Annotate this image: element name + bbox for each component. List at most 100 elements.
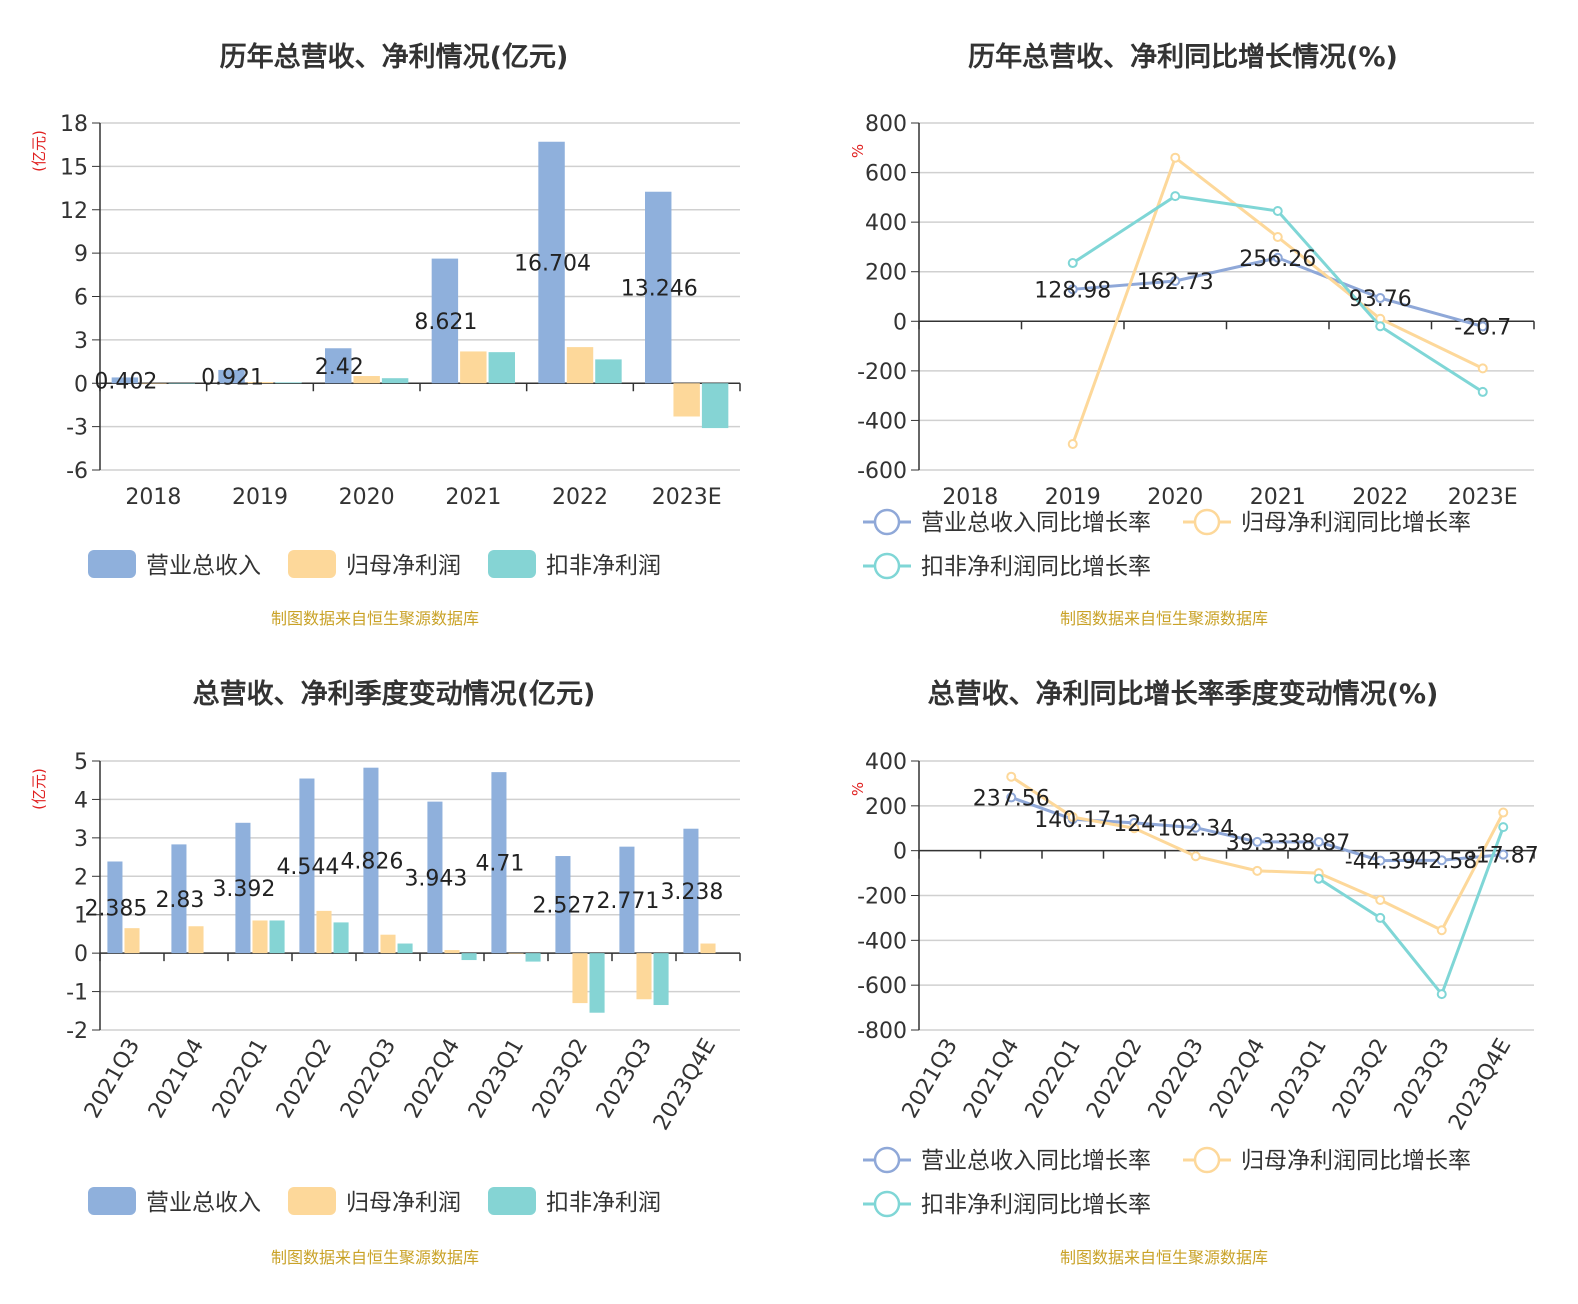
bar <box>460 351 487 384</box>
series-point <box>1129 823 1140 834</box>
bar-legend-swatch <box>488 1187 536 1215</box>
bar <box>218 369 245 384</box>
x-category-label: 2023E <box>652 485 722 510</box>
series-point <box>1498 822 1509 833</box>
legend-label: 营业总收入 <box>146 1190 261 1216</box>
series-point <box>1272 232 1283 243</box>
y-tick-label: 0 <box>74 372 88 397</box>
bar <box>188 926 204 954</box>
series-point <box>1436 855 1447 866</box>
y-tick-label: 12 <box>60 199 88 224</box>
y-tick-label: 400 <box>865 211 907 236</box>
y-tick-label: -400 <box>857 409 907 434</box>
data-label: 39.33 <box>1226 831 1289 856</box>
x-category-label: 2018 <box>125 485 181 510</box>
bar <box>397 943 413 954</box>
y-tick-label: 6 <box>74 286 88 311</box>
data-label: -42.58 <box>1406 849 1477 874</box>
data-label: 2.42 <box>315 355 364 380</box>
bar <box>491 772 507 954</box>
data-label: 38.87 <box>1287 831 1350 856</box>
data-label: 8.621 <box>414 310 477 335</box>
data-label: 140.17 <box>1034 808 1111 833</box>
line-legend-circle <box>1193 508 1221 536</box>
y-tick-label: 200 <box>865 795 907 820</box>
y-tick-label: -1 <box>66 981 88 1006</box>
data-label: 256.26 <box>1239 247 1316 272</box>
bar <box>673 383 700 417</box>
chart-title: 总营收、净利季度变动情况(亿元) <box>193 678 596 710</box>
y-tick-label: -200 <box>857 885 907 910</box>
line-legend-circle <box>873 552 901 580</box>
legend-label: 营业总收入同比增长率 <box>921 510 1151 536</box>
legend-label: 扣非净利润同比增长率 <box>921 1192 1151 1218</box>
x-category-label: 2022Q4 <box>400 1035 465 1123</box>
x-category-label: 2021Q3 <box>898 1035 963 1123</box>
line-legend-circle <box>873 1190 901 1218</box>
x-category-label: 2018 <box>942 485 998 510</box>
data-label: 0.402 <box>94 369 157 394</box>
y-tick-label: 3 <box>74 827 88 852</box>
bar <box>683 828 699 954</box>
bar <box>572 953 588 1004</box>
bar <box>363 767 379 954</box>
chart-title: 总营收、净利同比增长率季度变动情况(%) <box>928 678 1439 710</box>
bar <box>111 377 139 384</box>
y-tick-label: -2 <box>66 1019 88 1044</box>
x-category-label: 2022 <box>1352 485 1408 510</box>
series-point <box>1436 925 1447 936</box>
y-tick-label: 0 <box>74 942 88 967</box>
y-tick-label: 9 <box>74 242 88 267</box>
series-point <box>1272 252 1283 263</box>
data-label: 2.385 <box>84 896 147 921</box>
annual-revenue-profit-bar-chart: 历年总营收、净利情况(亿元) (亿元) -6 -3 0 3 6 9 12 15 18 2018 2019… <box>30 41 741 628</box>
data-label: 3.943 <box>404 866 467 891</box>
data-label: 3.238 <box>660 880 723 905</box>
legend-label: 归母净利润 <box>346 1190 461 1216</box>
y-tick-label: 200 <box>865 261 907 286</box>
x-category-label: 2022 <box>552 485 608 510</box>
x-category-label: 2022Q2 <box>272 1035 337 1123</box>
bar <box>246 382 274 384</box>
data-label: 237.56 <box>973 786 1050 811</box>
series-point <box>1067 438 1078 449</box>
y-tick-label: 0 <box>893 840 907 865</box>
series-point <box>1067 812 1078 823</box>
data-label: 16.704 <box>514 251 591 276</box>
y-tick-label: 0 <box>893 310 907 335</box>
data-label: 4.544 <box>276 855 339 880</box>
series-point <box>1252 865 1263 876</box>
data-label: 128.98 <box>1034 278 1111 303</box>
y-tick-label: 18 <box>60 112 88 137</box>
series-point <box>1498 807 1509 818</box>
line-legend-circle <box>873 508 901 536</box>
y-tick-label: 15 <box>60 155 88 180</box>
bar <box>645 191 672 384</box>
x-category-label: 2020 <box>1147 485 1203 510</box>
quarterly-revenue-profit-panel: 总营收、净利季度变动情况(亿元) (亿元) -2 -1 0 1 2 3 4 5 2021Q3 2021… <box>0 652 789 1304</box>
y-tick-label: 1 <box>74 904 88 929</box>
bar-legend-swatch <box>288 550 336 578</box>
bar-legend-swatch <box>88 550 136 578</box>
data-label: 13.246 <box>621 276 698 301</box>
bar <box>525 953 541 962</box>
y-tick-label: -800 <box>857 1019 907 1044</box>
bar <box>299 778 315 954</box>
x-category-label: 2021Q4 <box>959 1035 1024 1123</box>
x-category-label: 2023Q3 <box>1390 1035 1455 1123</box>
bar <box>107 861 123 954</box>
series-point <box>1477 363 1488 374</box>
x-category-label: 2021 <box>1250 485 1306 510</box>
y-axis-unit-label: (亿元) <box>30 130 48 172</box>
series-line <box>1071 194 1484 394</box>
bar-legend-swatch <box>88 1187 136 1215</box>
x-category-label: 2023Q4E <box>649 1035 721 1135</box>
series-point <box>1252 836 1263 847</box>
x-category-label: 2022Q4 <box>1205 1035 1270 1123</box>
y-tick-label: -6 <box>66 459 88 484</box>
x-category-label: 2020 <box>339 485 395 510</box>
series-point <box>1375 293 1386 304</box>
legend-label: 扣非净利润 <box>546 1190 661 1216</box>
y-tick-label: -3 <box>66 416 88 441</box>
series-point <box>1375 894 1386 905</box>
